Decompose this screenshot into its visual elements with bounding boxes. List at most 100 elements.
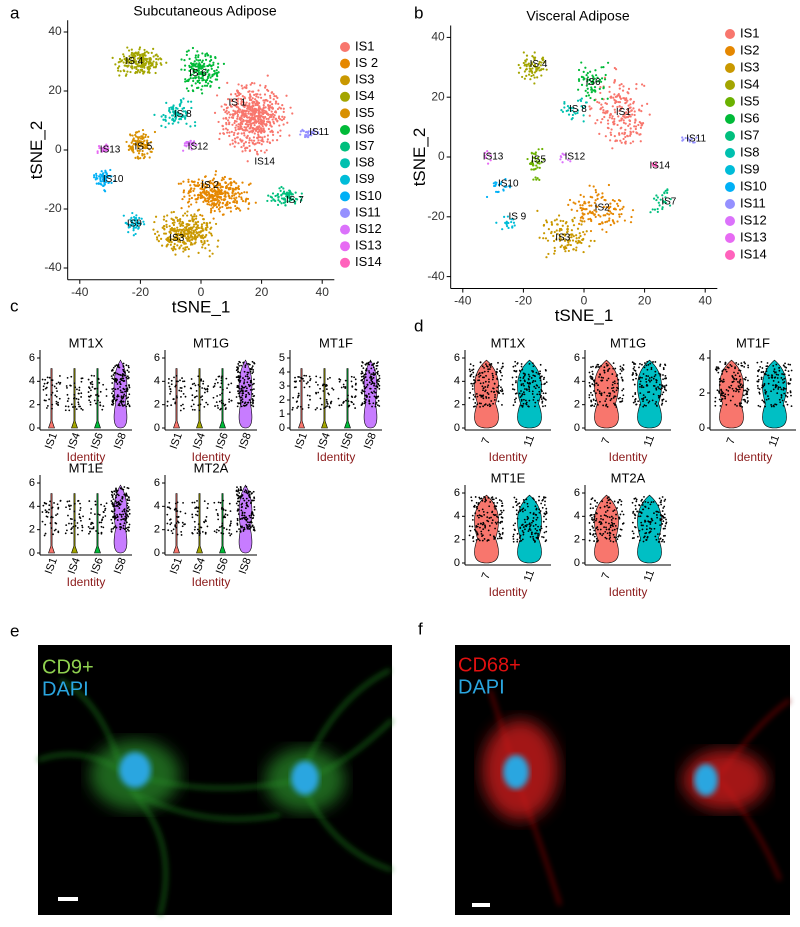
jitter-point bbox=[73, 510, 76, 513]
cell-point bbox=[244, 114, 247, 117]
jitter-point bbox=[511, 383, 514, 386]
jitter-point bbox=[116, 394, 119, 396]
jitter-point bbox=[123, 522, 126, 525]
cell-point bbox=[192, 77, 195, 80]
cluster-label: IS 2 bbox=[201, 180, 219, 191]
cell-point bbox=[583, 233, 586, 236]
cell-point bbox=[591, 196, 594, 199]
cell-point bbox=[204, 182, 207, 186]
jitter-point bbox=[74, 405, 77, 408]
jitter-point bbox=[54, 522, 57, 524]
jitter-point bbox=[244, 489, 247, 492]
jitter-point bbox=[639, 392, 642, 395]
cell-point bbox=[248, 103, 251, 107]
jitter-point bbox=[251, 400, 254, 402]
jitter-point bbox=[238, 492, 241, 494]
jitter-point bbox=[228, 532, 231, 535]
cell-point bbox=[611, 219, 614, 222]
jitter-point bbox=[501, 374, 503, 377]
cell-point bbox=[196, 209, 200, 212]
cell-point bbox=[209, 55, 212, 58]
jitter-point bbox=[177, 380, 179, 383]
cell-point bbox=[626, 135, 629, 138]
cell-point bbox=[229, 186, 232, 189]
jitter-point bbox=[228, 528, 231, 531]
cell-point bbox=[633, 113, 636, 117]
cell-point bbox=[235, 182, 238, 185]
jitter-point bbox=[619, 400, 622, 403]
jitter-point bbox=[645, 378, 647, 381]
cell-point bbox=[616, 220, 619, 223]
cell-point bbox=[197, 226, 200, 230]
cell-point bbox=[93, 176, 96, 179]
jitter-point bbox=[113, 518, 116, 520]
jitter-point bbox=[212, 396, 215, 399]
cell-point bbox=[238, 93, 241, 97]
cell-point bbox=[258, 122, 261, 125]
legend-label: IS3 bbox=[740, 59, 760, 74]
jitter-point bbox=[217, 514, 219, 517]
jitter-point bbox=[127, 487, 130, 490]
jitter-point bbox=[239, 485, 242, 488]
cell-point bbox=[601, 195, 604, 198]
jitter-point bbox=[112, 504, 115, 507]
jitter-point bbox=[598, 390, 601, 393]
jitter-point bbox=[615, 406, 618, 408]
cell-point bbox=[228, 134, 231, 138]
cell-point bbox=[131, 211, 134, 215]
cell-point bbox=[176, 226, 179, 229]
jitter-point bbox=[125, 394, 127, 397]
y-tick-label: 0 bbox=[55, 142, 62, 156]
jitter-point bbox=[594, 399, 597, 402]
legend-marker bbox=[340, 158, 350, 169]
cell-point bbox=[249, 113, 252, 116]
jitter-point bbox=[94, 503, 97, 506]
jitter-point bbox=[89, 401, 92, 404]
cell-point bbox=[223, 198, 226, 201]
cell-point bbox=[277, 115, 281, 118]
jitter-point bbox=[57, 531, 60, 534]
x-tick-label: IS6 bbox=[214, 431, 231, 451]
jitter-point bbox=[68, 504, 70, 507]
cell-point bbox=[594, 69, 597, 72]
cell-point bbox=[517, 71, 521, 74]
cell-point bbox=[144, 133, 147, 136]
cell-point bbox=[216, 66, 220, 69]
cell-point bbox=[179, 240, 182, 244]
jitter-point bbox=[122, 513, 125, 516]
x-tick-label: -40 bbox=[71, 285, 89, 299]
jitter-point bbox=[253, 508, 256, 511]
jitter-point bbox=[76, 533, 79, 536]
cell-point bbox=[533, 82, 536, 85]
cell-point bbox=[200, 77, 203, 80]
cell-point bbox=[251, 114, 254, 117]
jitter-point bbox=[97, 399, 99, 402]
cell-point bbox=[199, 235, 202, 238]
cell-point bbox=[588, 245, 591, 248]
jitter-point bbox=[376, 373, 379, 375]
cell-point bbox=[132, 151, 135, 154]
cell-point bbox=[242, 101, 245, 104]
cell-point bbox=[622, 205, 625, 208]
jitter-point bbox=[240, 506, 243, 509]
jitter-point bbox=[647, 375, 650, 378]
jitter-point bbox=[77, 500, 79, 502]
cell-point bbox=[194, 237, 198, 240]
cluster-label: IS 8 bbox=[569, 104, 587, 115]
jitter-point bbox=[169, 392, 171, 395]
cell-point bbox=[152, 47, 155, 50]
cell-point bbox=[606, 119, 610, 122]
jitter-point bbox=[622, 394, 625, 397]
cell-point bbox=[557, 214, 561, 217]
cell-point bbox=[246, 160, 249, 163]
jitter-point bbox=[229, 534, 232, 537]
cell-point bbox=[190, 214, 193, 217]
panel-letter: c bbox=[10, 296, 19, 315]
jitter-point bbox=[99, 404, 102, 407]
cell-point bbox=[220, 105, 223, 108]
cell-point bbox=[182, 149, 185, 152]
jitter-point bbox=[373, 382, 376, 385]
jitter-point bbox=[45, 399, 47, 402]
jitter-point bbox=[593, 383, 596, 386]
